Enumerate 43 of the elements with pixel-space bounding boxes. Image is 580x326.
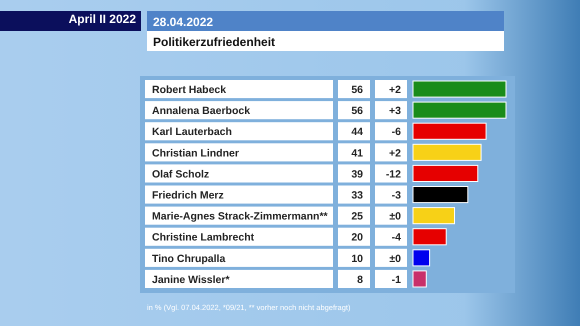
- text: -12: [386, 168, 402, 180]
- bar: [412, 164, 478, 182]
- text: -6: [392, 126, 402, 138]
- bar: [412, 249, 430, 266]
- text: April II 2022: [68, 12, 136, 26]
- text: -4: [392, 232, 402, 244]
- text: ±0: [389, 210, 402, 223]
- bar: [412, 207, 456, 224]
- data-label: 44: [351, 126, 364, 138]
- bar: [412, 228, 447, 246]
- data-label: 25: [351, 210, 364, 223]
- y-tick-label: Robert Habeck: [152, 84, 226, 96]
- data-label: 39: [351, 168, 364, 180]
- data-label: 33: [351, 190, 364, 202]
- text: Politikerzufriedenheit: [153, 35, 276, 49]
- data-label: 20: [351, 232, 364, 244]
- text: -3: [392, 190, 402, 202]
- y-tick-label: Tino Chrupalla: [152, 252, 226, 265]
- y-tick-label: Annalena Baerbock: [152, 105, 250, 118]
- y-tick-label: Christian Lindner: [152, 147, 239, 160]
- data-label: 56: [351, 105, 364, 118]
- bar: [412, 186, 468, 204]
- bar: [412, 80, 506, 98]
- text: -1: [392, 274, 402, 286]
- bar: [412, 144, 482, 161]
- data-label: 10: [351, 252, 364, 265]
- bar: [412, 102, 506, 119]
- text: +2: [389, 147, 402, 160]
- data-label: 8: [357, 274, 364, 286]
- data-label: 56: [351, 84, 364, 96]
- text: +3: [389, 105, 402, 118]
- y-tick-label: Christine Lambrecht: [152, 232, 255, 244]
- y-tick-label: Karl Lauterbach: [152, 126, 232, 138]
- y-tick-label: Janine Wissler*: [152, 274, 230, 286]
- text: 28.04.2022: [153, 15, 214, 29]
- data-label: 41: [351, 147, 364, 160]
- y-tick-label: Marie-Agnes Strack-Zimmermann**: [152, 210, 329, 223]
- bar: [412, 270, 427, 288]
- bar: [412, 122, 487, 140]
- y-tick-label: Friedrich Merz: [152, 190, 224, 202]
- text: ±0: [389, 252, 402, 265]
- text: +2: [389, 84, 402, 96]
- y-tick-label: Olaf Scholz: [152, 168, 210, 180]
